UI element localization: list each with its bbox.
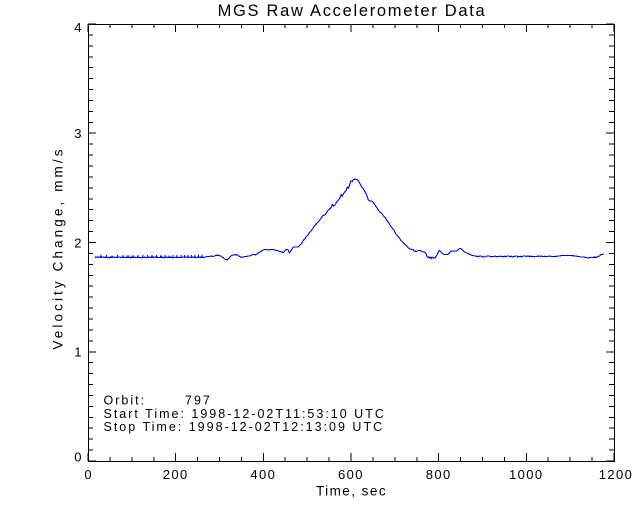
svg-text:800: 800: [426, 467, 452, 482]
svg-text:Start Time: 1998-12-02T11:53:1: Start Time: 1998-12-02T11:53:10 UTC: [104, 407, 386, 421]
svg-text:2: 2: [74, 236, 81, 251]
svg-text:1200: 1200: [599, 467, 634, 482]
svg-text:600: 600: [338, 467, 364, 482]
svg-text:Orbit:: Orbit:: [104, 394, 147, 408]
svg-text:MGS Raw Accelerometer Data: MGS Raw Accelerometer Data: [218, 2, 487, 20]
svg-text:200: 200: [163, 467, 189, 482]
svg-text:0: 0: [84, 467, 91, 482]
svg-text:797: 797: [185, 394, 212, 408]
svg-text:1: 1: [74, 345, 81, 360]
svg-text:4: 4: [74, 20, 81, 35]
svg-text:Stop Time: 1998-12-02T12:13:09: Stop Time: 1998-12-02T12:13:09 UTC: [104, 420, 385, 434]
svg-text:Velocity Change, mm/s: Velocity Change, mm/s: [51, 146, 66, 349]
svg-text:0: 0: [74, 450, 81, 465]
svg-text:Time, sec: Time, sec: [316, 484, 387, 499]
svg-text:1000: 1000: [509, 467, 544, 482]
svg-text:400: 400: [250, 467, 276, 482]
svg-text:3: 3: [74, 126, 81, 141]
